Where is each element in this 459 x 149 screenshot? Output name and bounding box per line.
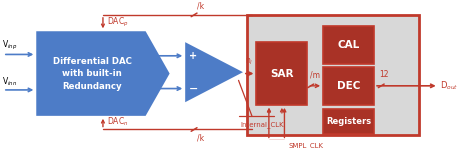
FancyBboxPatch shape: [247, 15, 418, 135]
Text: +: +: [189, 51, 197, 61]
Text: V$_{inp}$: V$_{inp}$: [2, 39, 18, 52]
Text: DAC$_p$: DAC$_p$: [107, 16, 129, 29]
Polygon shape: [185, 42, 242, 102]
Text: Registers: Registers: [325, 117, 370, 126]
Text: −: −: [188, 84, 197, 94]
Text: Internal_CLK: Internal_CLK: [240, 121, 284, 128]
Text: V$_{inn}$: V$_{inn}$: [2, 75, 17, 88]
Text: Differential DAC
with built-in
Redundancy: Differential DAC with built-in Redundanc…: [53, 57, 131, 91]
FancyBboxPatch shape: [256, 42, 307, 105]
Text: 12: 12: [378, 70, 388, 79]
Text: n$_i$: n$_i$: [245, 56, 253, 67]
Text: CAL: CAL: [337, 40, 359, 50]
Text: SAR: SAR: [269, 69, 293, 79]
Text: /m: /m: [309, 70, 319, 79]
Text: SMPL_CLK: SMPL_CLK: [288, 142, 323, 149]
Polygon shape: [36, 31, 169, 116]
Text: DAC$_n$: DAC$_n$: [107, 116, 129, 128]
Text: DEC: DEC: [336, 81, 359, 91]
FancyBboxPatch shape: [322, 26, 373, 64]
Text: D$_{out}$: D$_{out}$: [439, 80, 457, 92]
Text: /k: /k: [197, 2, 204, 11]
Text: /k: /k: [197, 134, 204, 143]
FancyBboxPatch shape: [322, 67, 373, 105]
FancyBboxPatch shape: [322, 109, 373, 134]
